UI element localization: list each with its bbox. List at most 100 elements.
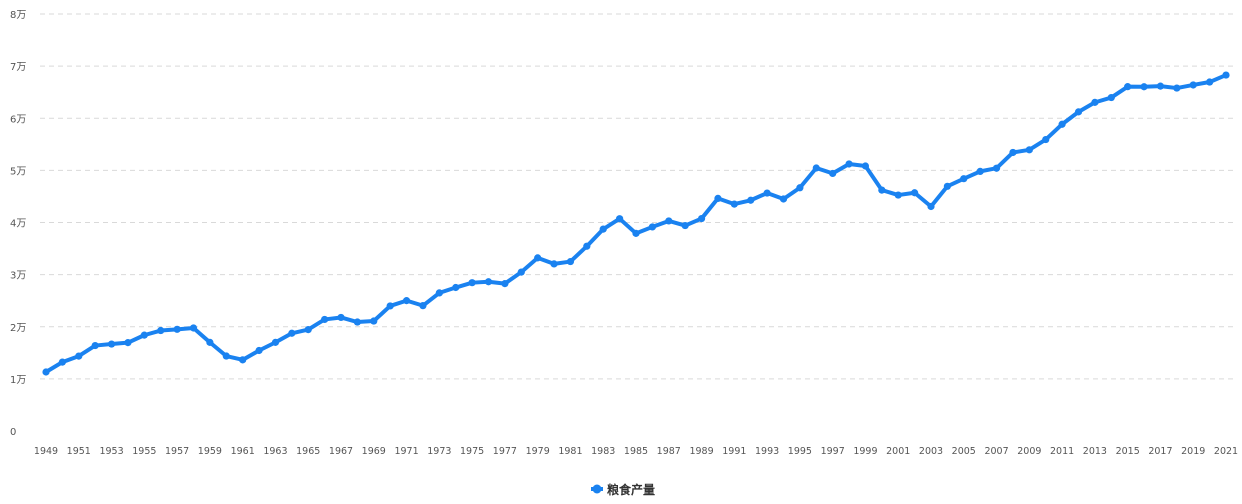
data-point[interactable] xyxy=(452,283,460,292)
y-tick-label: 5万 xyxy=(10,166,26,177)
data-point[interactable] xyxy=(1107,93,1115,102)
data-point[interactable] xyxy=(747,196,755,204)
x-tick-label: 1979 xyxy=(526,446,550,457)
data-point[interactable] xyxy=(829,169,837,178)
data-point[interactable] xyxy=(534,254,542,262)
x-tick-label: 1957 xyxy=(165,446,189,457)
data-point[interactable] xyxy=(304,326,312,334)
x-tick-label: 1969 xyxy=(362,446,386,457)
data-point[interactable] xyxy=(353,318,361,326)
data-point[interactable] xyxy=(1042,135,1050,144)
data-point[interactable] xyxy=(239,356,247,364)
series-line xyxy=(44,73,1228,374)
x-tick-label: 1985 xyxy=(624,446,648,457)
data-point[interactable] xyxy=(468,279,476,287)
data-point[interactable] xyxy=(632,229,640,237)
x-tick-label: 2001 xyxy=(886,446,910,457)
data-point[interactable] xyxy=(730,200,738,208)
x-tick-label: 1973 xyxy=(427,446,451,457)
data-point[interactable] xyxy=(878,186,886,194)
data-point[interactable] xyxy=(42,368,50,376)
y-tick-label: 8万 xyxy=(10,10,26,21)
data-point[interactable] xyxy=(550,260,558,268)
data-point[interactable] xyxy=(1009,148,1017,157)
data-point[interactable] xyxy=(648,223,656,231)
data-point[interactable] xyxy=(763,189,771,197)
data-point[interactable] xyxy=(435,289,443,297)
data-point[interactable] xyxy=(484,278,493,286)
data-point[interactable] xyxy=(75,352,83,360)
data-point[interactable] xyxy=(402,297,411,305)
data-point[interactable] xyxy=(288,329,296,337)
data-point[interactable] xyxy=(173,325,181,333)
data-point[interactable] xyxy=(616,215,624,223)
data-point[interactable] xyxy=(91,341,99,350)
data-point[interactable] xyxy=(599,225,607,233)
data-point[interactable] xyxy=(189,324,198,332)
data-point[interactable] xyxy=(1140,83,1148,91)
data-point[interactable] xyxy=(796,184,804,192)
data-point[interactable] xyxy=(1189,81,1197,89)
data-point[interactable] xyxy=(107,340,116,348)
data-point[interactable] xyxy=(124,339,132,347)
data-point[interactable] xyxy=(943,182,951,190)
data-point[interactable] xyxy=(58,358,66,366)
data-point[interactable] xyxy=(861,162,870,170)
legend[interactable]: 粮食产量 xyxy=(591,482,655,497)
data-point[interactable] xyxy=(1206,78,1214,86)
data-point[interactable] xyxy=(370,317,378,325)
data-point[interactable] xyxy=(894,191,902,199)
data-point[interactable] xyxy=(681,221,689,230)
data-point[interactable] xyxy=(1058,120,1066,128)
data-point[interactable] xyxy=(1091,98,1099,106)
data-point[interactable] xyxy=(222,352,230,360)
data-point[interactable] xyxy=(206,338,214,346)
x-tick-label: 1991 xyxy=(722,446,746,457)
data-point[interactable] xyxy=(1025,146,1033,154)
data-point[interactable] xyxy=(517,268,525,276)
data-point[interactable] xyxy=(976,167,984,175)
data-point[interactable] xyxy=(157,326,165,335)
series-layer xyxy=(42,71,1230,376)
x-tick-label: 1959 xyxy=(198,446,222,457)
data-point[interactable] xyxy=(1173,84,1181,92)
x-tick-label: 2017 xyxy=(1148,446,1172,457)
y-tick-label: 0 xyxy=(10,427,16,438)
data-point[interactable] xyxy=(697,214,706,223)
data-point[interactable] xyxy=(566,257,575,266)
data-point[interactable] xyxy=(501,280,509,288)
x-tick-label: 2003 xyxy=(919,446,943,457)
data-point[interactable] xyxy=(1156,82,1165,90)
x-tick-label: 1967 xyxy=(329,446,353,457)
data-point[interactable] xyxy=(665,217,673,225)
data-point[interactable] xyxy=(419,302,427,310)
x-tick-label: 1993 xyxy=(755,446,779,457)
data-point[interactable] xyxy=(911,189,919,197)
data-point[interactable] xyxy=(845,160,853,168)
data-point[interactable] xyxy=(337,313,345,322)
x-tick-label: 1989 xyxy=(689,446,713,457)
data-point[interactable] xyxy=(1222,71,1230,79)
data-point[interactable] xyxy=(1074,108,1083,116)
data-point[interactable] xyxy=(1124,83,1132,91)
data-point[interactable] xyxy=(271,338,280,346)
x-tick-label: 1981 xyxy=(558,446,582,457)
x-tick-label: 1965 xyxy=(296,446,320,457)
data-point[interactable] xyxy=(386,302,394,310)
data-point[interactable] xyxy=(714,194,722,202)
data-point[interactable] xyxy=(140,331,148,339)
data-point[interactable] xyxy=(255,346,263,355)
x-tick-label: 1949 xyxy=(34,446,58,457)
data-point[interactable] xyxy=(321,315,329,324)
x-tick-label: 1955 xyxy=(132,446,156,457)
data-point[interactable] xyxy=(992,164,1001,172)
data-point[interactable] xyxy=(583,242,591,250)
data-point[interactable] xyxy=(779,195,788,203)
x-tick-label: 1953 xyxy=(99,446,123,457)
x-tick-label: 1999 xyxy=(853,446,877,457)
data-point[interactable] xyxy=(927,202,935,211)
data-point[interactable] xyxy=(960,175,968,183)
data-point[interactable] xyxy=(812,164,820,172)
x-tick-label: 1963 xyxy=(263,446,287,457)
legend-marker-icon xyxy=(591,484,603,494)
